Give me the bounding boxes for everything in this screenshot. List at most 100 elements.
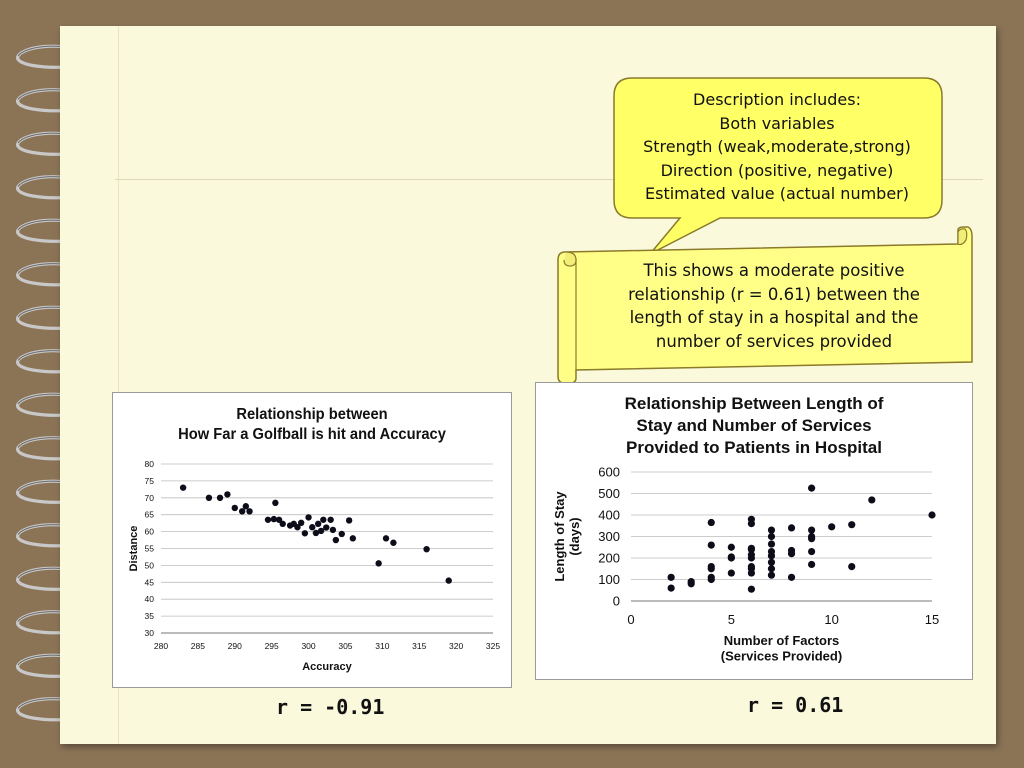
- data-point: [231, 504, 238, 512]
- x-tick-label: 10: [824, 612, 838, 627]
- x-tick-label: 285: [191, 641, 205, 651]
- data-point: [848, 521, 856, 529]
- data-point: [382, 535, 390, 542]
- data-point: [275, 516, 283, 523]
- y-tick-label: 35: [145, 611, 155, 621]
- data-point: [314, 520, 322, 528]
- y-tick-label: 0: [613, 594, 620, 609]
- data-point: [747, 515, 755, 523]
- data-point: [767, 547, 776, 556]
- x-tick-label: 305: [338, 641, 352, 651]
- data-point: [423, 545, 430, 553]
- y-tick-label: 80: [145, 459, 155, 469]
- hospital-scatter-chart: Relationship Between Length of Stay and …: [535, 382, 973, 680]
- callout-line: Estimated value (actual number): [645, 184, 909, 203]
- y-axis-label: Length of Stay: [552, 491, 567, 582]
- data-point: [375, 560, 382, 567]
- chart-title-line: Relationship Between Length of: [624, 394, 884, 413]
- x-tick-label: 320: [449, 641, 463, 651]
- callout-line: Both variables: [719, 113, 835, 133]
- x-tick-label: 300: [301, 641, 315, 651]
- x-axis-label: Number of Factors: [724, 633, 840, 648]
- data-point: [338, 530, 345, 538]
- x-tick-label: 280: [154, 641, 168, 651]
- data-point: [301, 530, 309, 537]
- data-point: [345, 517, 353, 524]
- y-tick-label: 400: [598, 508, 620, 523]
- scroll-text: This shows a moderate positive relations…: [600, 259, 948, 353]
- scroll-line: This shows a moderate positive: [643, 261, 905, 280]
- y-axis-label: (days): [567, 517, 582, 555]
- data-point: [707, 563, 715, 571]
- x-tick-label: 325: [486, 641, 500, 651]
- data-point: [279, 520, 286, 528]
- x-tick-label: 5: [728, 612, 735, 627]
- data-point: [808, 560, 816, 569]
- chart-title-line: Stay and Number of Services: [636, 416, 872, 435]
- data-point: [390, 539, 397, 546]
- x-tick-label: 295: [265, 641, 279, 651]
- data-point: [727, 553, 735, 561]
- callout-line: Direction (positive, negative): [660, 160, 894, 180]
- data-point: [297, 519, 305, 527]
- callout-text: Description includes: Both variables Str…: [612, 88, 942, 206]
- data-point: [787, 524, 796, 532]
- y-tick-label: 55: [145, 543, 155, 553]
- correlation-label-right: r = 0.61: [747, 693, 844, 717]
- data-point: [767, 526, 776, 534]
- y-tick-label: 50: [145, 560, 155, 570]
- x-axis-label: Accuracy: [302, 661, 352, 673]
- data-point: [767, 565, 776, 573]
- callout-line: Description includes:: [693, 90, 861, 109]
- data-point: [808, 532, 816, 541]
- data-point: [205, 494, 213, 501]
- golf-scatter-chart: Relationship between How Far a Golfball …: [112, 392, 512, 688]
- data-point: [767, 558, 776, 566]
- data-point: [928, 511, 936, 519]
- data-point: [767, 540, 776, 548]
- scroll-line: length of stay in a hospital and the: [629, 308, 919, 327]
- data-point: [224, 491, 231, 498]
- correlation-label-left: r = -0.91: [276, 695, 385, 719]
- data-point: [264, 516, 272, 523]
- data-point: [667, 573, 675, 581]
- data-point: [747, 544, 755, 552]
- chart-title-line: How Far a Golfball is hit and Accuracy: [178, 426, 446, 443]
- y-axis-label: Distance: [128, 526, 140, 572]
- data-point: [787, 546, 796, 555]
- data-point: [179, 484, 187, 491]
- data-point: [272, 499, 279, 507]
- chart-title-line: Relationship between: [236, 406, 388, 423]
- chart-title-line: Provided to Patients in Hospital: [626, 438, 882, 457]
- y-tick-label: 600: [598, 465, 620, 480]
- y-tick-label: 60: [145, 527, 155, 537]
- data-point: [667, 584, 675, 592]
- data-point: [767, 571, 776, 579]
- x-tick-label: 290: [228, 641, 242, 651]
- data-point: [329, 526, 337, 534]
- data-point: [747, 563, 755, 571]
- callout-line: Strength (weak,moderate,strong): [643, 137, 911, 156]
- data-point: [808, 547, 816, 556]
- data-point: [868, 496, 876, 504]
- data-point: [216, 494, 224, 501]
- data-point: [445, 577, 452, 584]
- y-tick-label: 40: [145, 594, 155, 604]
- y-tick-label: 30: [145, 628, 155, 638]
- x-tick-label: 315: [412, 641, 426, 651]
- y-tick-label: 65: [145, 510, 155, 520]
- data-point: [323, 524, 330, 531]
- data-point: [312, 529, 320, 537]
- data-point: [270, 515, 278, 523]
- y-tick-label: 70: [145, 493, 155, 503]
- data-point: [747, 585, 755, 593]
- data-point: [707, 541, 715, 549]
- data-point: [687, 578, 695, 586]
- chart-title: Relationship Between Length of Stay and …: [536, 393, 972, 459]
- margin-line: [118, 26, 119, 744]
- title-rule: [115, 179, 983, 180]
- data-point: [828, 523, 836, 531]
- data-point: [808, 526, 816, 534]
- data-point: [246, 508, 253, 515]
- data-point: [707, 518, 715, 527]
